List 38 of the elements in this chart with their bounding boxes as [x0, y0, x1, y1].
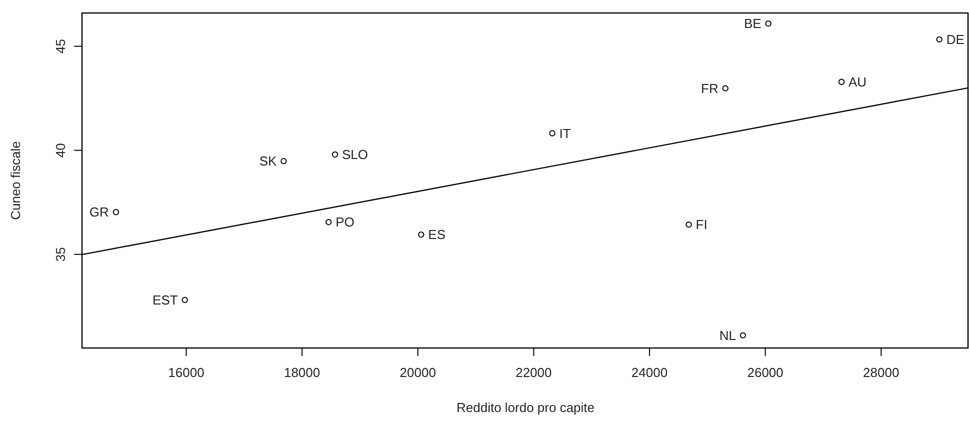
point: [332, 151, 338, 158]
x-tick-label: 20000: [400, 365, 436, 380]
point: [182, 296, 188, 304]
point: [722, 85, 728, 92]
point: [740, 332, 746, 338]
data-label: BE: [744, 16, 762, 32]
point: [280, 158, 287, 164]
data-label: FR: [701, 80, 718, 96]
point: [418, 232, 424, 238]
data-label: SK: [259, 154, 278, 169]
point: [112, 209, 120, 216]
data-label: AU: [848, 74, 867, 90]
x-tick-label: 28000: [863, 365, 900, 380]
data-label: GR: [89, 204, 109, 220]
data-label: IT: [559, 126, 571, 141]
x-axis-title: Reddito lordo pro capite: [456, 400, 595, 415]
x-tick-label: 24000: [631, 365, 668, 380]
x-tick-label: 18000: [284, 365, 320, 380]
x-tick-label: 16000: [168, 365, 204, 380]
point: [936, 36, 942, 43]
data-label: PO: [336, 214, 354, 230]
x-tick-label: 26000: [747, 365, 784, 380]
x-tick-label: 22000: [516, 365, 552, 380]
y-tick-label: 45: [53, 39, 68, 54]
y-axis-title: Cuneo fiscale: [8, 141, 23, 220]
point: [686, 222, 692, 228]
point: [765, 20, 772, 27]
point: [549, 130, 556, 136]
point: [838, 78, 845, 85]
point: [326, 219, 332, 226]
data-label: SLO: [342, 146, 368, 162]
data-label: ES: [428, 227, 446, 242]
y-tick-label: 40: [53, 143, 68, 158]
data-label: DE: [946, 32, 965, 47]
data-label: EST: [152, 292, 178, 308]
data-label: FI: [696, 217, 708, 232]
data-label: NL: [719, 328, 736, 343]
y-tick-label: 35: [53, 247, 68, 262]
